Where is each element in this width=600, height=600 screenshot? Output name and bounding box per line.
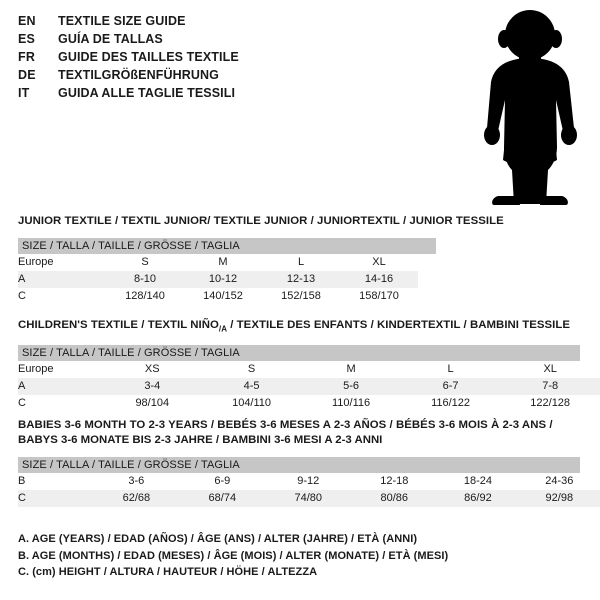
- cell: 122/128: [500, 395, 600, 413]
- legend-note-a: A. AGE (YEARS) / EDAD (AÑOS) / ÂGE (ANS)…: [18, 533, 418, 545]
- table-row: A 3-4 4-5 5-6 6-7 7-8: [18, 378, 600, 396]
- cell: 68/74: [179, 490, 266, 507]
- cell: 8-10: [106, 271, 184, 288]
- cell: 12-13: [262, 271, 340, 288]
- language-title: TEXTILGRÖßENFÜHRUNG: [58, 68, 219, 82]
- row-label: A: [18, 378, 103, 396]
- cell: 116/122: [400, 395, 501, 413]
- cell: 6-7: [400, 378, 501, 396]
- language-title: GUIDE DES TAILLES TEXTILE: [58, 50, 239, 64]
- sizebar-babies: SIZE / TALLA / TAILLE / GRÖSSE / TAGLIA: [18, 457, 580, 473]
- cell: 128/140: [106, 288, 184, 305]
- language-title: GUÍA DE TALLAS: [58, 32, 163, 46]
- legend-note-b: B. AGE (MONTHS) / EDAD (MESES) / ÂGE (MO…: [18, 549, 449, 562]
- language-row: ES GUÍA DE TALLAS: [18, 30, 239, 48]
- cell: 4-5: [201, 378, 302, 396]
- language-code: EN: [18, 14, 36, 28]
- cell: 7-8: [500, 378, 600, 396]
- section-title-babies-line2: BABYS 3-6 MONATE BIS 2-3 JAHRE / BAMBINI…: [18, 434, 383, 446]
- row-label: Europe: [18, 254, 106, 271]
- section-title-children-sub: /A: [218, 324, 228, 334]
- toddler-silhouette-icon: [484, 10, 577, 205]
- section-title-junior: JUNIOR TEXTILE / TEXTIL JUNIOR/ TEXTILE …: [18, 215, 504, 227]
- row-label: B: [18, 473, 94, 490]
- cell: 18-24: [437, 473, 519, 490]
- row-label: C: [18, 490, 94, 507]
- cell: 80/86: [351, 490, 438, 507]
- language-code: DE: [18, 68, 36, 82]
- cell: 140/152: [184, 288, 262, 305]
- language-row: EN TEXTILE SIZE GUIDE: [18, 12, 239, 30]
- cell: S: [106, 254, 184, 271]
- language-code: ES: [18, 32, 36, 46]
- language-row: DE TEXTILGRÖßENFÜHRUNG: [18, 66, 239, 84]
- language-code: FR: [18, 50, 36, 64]
- table-row: C 128/140 140/152 152/158 158/170: [18, 288, 418, 305]
- section-title-children: CHILDREN'S TEXTILE / TEXTIL NIÑO/A / TEX…: [18, 318, 600, 336]
- table-row: Europe S M L XL: [18, 254, 418, 271]
- cell: 62/68: [93, 490, 180, 507]
- table-row: C 62/68 68/74 74/80 80/86 86/92 92/98: [18, 490, 600, 507]
- cell: 104/110: [201, 395, 302, 413]
- table-row: A 8-10 10-12 12-13 14-16: [18, 271, 418, 288]
- cell: 74/80: [265, 490, 352, 507]
- cell: M: [301, 361, 401, 379]
- cell: 9-12: [265, 473, 352, 490]
- cell: 6-9: [179, 473, 266, 490]
- cell: 3-6: [93, 473, 180, 490]
- table-children: Europe XS S M L XL A 3-4 4-5 5-6 6-7 7-8…: [18, 361, 600, 413]
- section-junior: JUNIOR TEXTILE / TEXTIL JUNIOR/ TEXTILE …: [0, 214, 600, 305]
- cell: L: [262, 254, 340, 271]
- section-title-children-rest: / TEXTILE DES ENFANTS / KINDERTEXTIL / B…: [227, 319, 571, 331]
- cell: 24-36: [518, 473, 600, 490]
- language-row: FR GUIDE DES TAILLES TEXTILE: [18, 48, 239, 66]
- language-header: EN TEXTILE SIZE GUIDE ES GUÍA DE TALLAS …: [18, 12, 239, 102]
- cell: 5-6: [301, 378, 401, 396]
- section-title-children-main: CHILDREN'S TEXTILE / TEXTIL NIÑO: [18, 319, 219, 331]
- cell: 10-12: [184, 271, 262, 288]
- language-title: GUIDA ALLE TAGLIE TESSILI: [58, 86, 236, 100]
- language-row: IT GUIDA ALLE TAGLIE TESSILI: [18, 84, 239, 102]
- table-row: C 98/104 104/110 110/116 116/122 122/128: [18, 395, 600, 413]
- cell: 92/98: [518, 490, 600, 507]
- table-babies: B 3-6 6-9 9-12 12-18 18-24 24-36 C 62/68…: [18, 473, 600, 507]
- legend-notes: A. AGE (YEARS) / EDAD (AÑOS) / ÂGE (ANS)…: [18, 531, 448, 581]
- language-title: TEXTILE SIZE GUIDE: [58, 14, 186, 28]
- cell: 110/116: [301, 395, 401, 413]
- sizebar-junior: SIZE / TALLA / TAILLE / GRÖSSE / TAGLIA: [18, 238, 436, 254]
- cell: 3-4: [102, 378, 202, 396]
- cell: M: [184, 254, 262, 271]
- section-children: CHILDREN'S TEXTILE / TEXTIL NIÑO/A / TEX…: [0, 318, 600, 413]
- table-row: Europe XS S M L XL: [18, 361, 600, 379]
- table-row: B 3-6 6-9 9-12 12-18 18-24 24-36: [18, 473, 600, 490]
- cell: 86/92: [437, 490, 519, 507]
- cell: XS: [102, 361, 202, 379]
- section-babies: BABIES 3-6 MONTH TO 2-3 YEARS / BEBÉS 3-…: [0, 418, 600, 507]
- table-junior: Europe S M L XL A 8-10 10-12 12-13 14-16…: [18, 254, 418, 305]
- sizebar-children: SIZE / TALLA / TAILLE / GRÖSSE / TAGLIA: [18, 345, 580, 362]
- legend-note-c: C. (cm) HEIGHT / ALTURA / HAUTEUR / HÖHE…: [18, 566, 318, 578]
- row-label: C: [18, 288, 106, 305]
- row-label: C: [18, 395, 103, 413]
- language-code: IT: [18, 86, 30, 100]
- cell: 98/104: [102, 395, 202, 413]
- cell: 12-18: [351, 473, 438, 490]
- row-label: A: [18, 271, 106, 288]
- cell: XL: [500, 361, 600, 379]
- cell: XL: [340, 254, 418, 271]
- cell: L: [400, 361, 501, 379]
- cell: 152/158: [262, 288, 340, 305]
- section-title-babies: BABIES 3-6 MONTH TO 2-3 YEARS / BEBÉS 3-…: [18, 419, 553, 431]
- row-label: Europe: [18, 361, 103, 379]
- cell: 158/170: [340, 288, 418, 305]
- cell: 14-16: [340, 271, 418, 288]
- cell: S: [201, 361, 302, 379]
